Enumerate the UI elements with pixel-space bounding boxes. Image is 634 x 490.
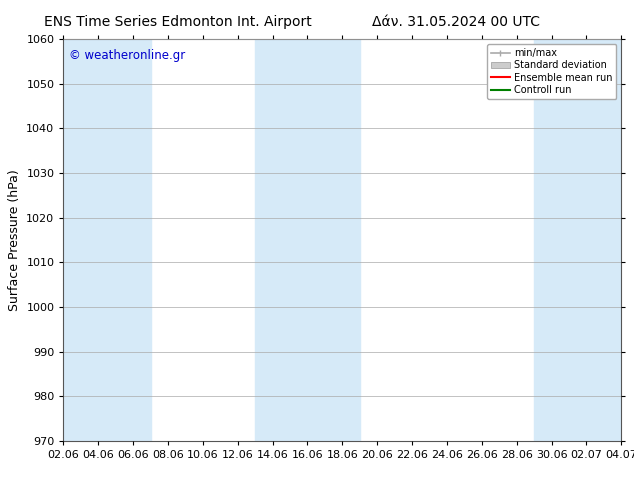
Y-axis label: Surface Pressure (hPa): Surface Pressure (hPa)	[8, 169, 21, 311]
Text: © weatheronline.gr: © weatheronline.gr	[69, 49, 185, 62]
Bar	[534, 39, 634, 441]
Legend: min/max, Standard deviation, Ensemble mean run, Controll run: min/max, Standard deviation, Ensemble me…	[487, 44, 616, 99]
Bar	[255, 39, 359, 441]
Text: ENS Time Series Edmonton Int. Airport: ENS Time Series Edmonton Int. Airport	[44, 15, 311, 29]
Bar	[46, 39, 150, 441]
Text: Δάν. 31.05.2024 00 UTC: Δάν. 31.05.2024 00 UTC	[373, 15, 540, 29]
